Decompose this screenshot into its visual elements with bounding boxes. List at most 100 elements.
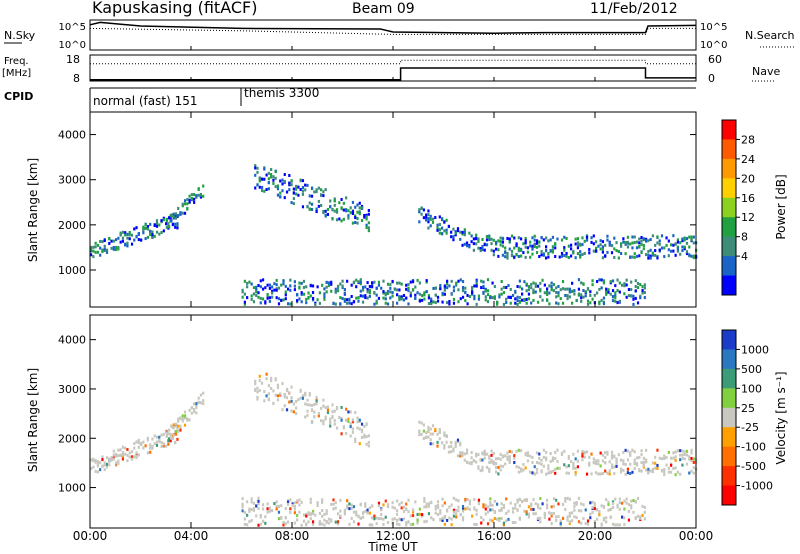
echo-cell bbox=[274, 185, 277, 189]
echo-cell bbox=[317, 199, 320, 203]
echo-cell bbox=[501, 464, 505, 468]
echo-cell bbox=[599, 239, 602, 243]
echo-cell bbox=[600, 523, 603, 527]
echo-cell bbox=[481, 468, 484, 472]
echo-cell bbox=[555, 286, 558, 290]
echo-cell bbox=[174, 429, 178, 433]
echo-cell bbox=[360, 428, 364, 432]
echo-cell bbox=[241, 502, 244, 506]
echo-cell bbox=[581, 243, 584, 247]
echo-cell bbox=[434, 301, 437, 305]
echo-cell bbox=[416, 512, 419, 516]
echo-cell bbox=[153, 442, 156, 446]
echo-cell bbox=[516, 500, 519, 504]
echo-cell bbox=[570, 459, 573, 463]
echo-cell bbox=[311, 520, 315, 524]
echo-cell bbox=[504, 246, 507, 250]
echo-cell bbox=[325, 512, 328, 516]
echo-cell bbox=[592, 234, 595, 238]
echo-cell bbox=[301, 189, 305, 193]
echo-cell bbox=[610, 251, 614, 255]
echo-cell bbox=[575, 516, 578, 520]
echo-cell bbox=[308, 194, 311, 198]
echo-cell bbox=[101, 240, 104, 244]
echo-cell bbox=[640, 469, 643, 473]
echo-cell bbox=[391, 501, 394, 505]
echo-cell bbox=[302, 292, 306, 296]
echo-cell bbox=[96, 243, 100, 247]
echo-cell bbox=[676, 470, 680, 474]
echo-cell bbox=[151, 446, 154, 450]
echo-cell bbox=[126, 232, 129, 236]
echo-cell bbox=[430, 300, 433, 304]
echo-cell bbox=[545, 458, 548, 462]
echo-cell bbox=[342, 217, 345, 221]
echo-cell bbox=[255, 290, 258, 294]
echo-cell bbox=[441, 497, 444, 501]
echo-cell bbox=[345, 432, 348, 436]
y-tick-label: 3000 bbox=[58, 383, 86, 396]
echo-cell bbox=[492, 249, 495, 253]
echo-cell bbox=[676, 249, 680, 253]
echo-cell bbox=[259, 513, 262, 517]
echo-cell bbox=[299, 396, 302, 400]
echo-cell bbox=[679, 472, 682, 476]
echo-cell bbox=[514, 506, 517, 510]
echo-cell bbox=[202, 391, 205, 395]
echo-cell bbox=[301, 179, 305, 183]
echo-cell bbox=[581, 449, 584, 453]
echo-cell bbox=[332, 302, 335, 306]
echo-cell bbox=[621, 283, 624, 287]
echo-cell bbox=[452, 235, 455, 239]
echo-cell bbox=[555, 518, 558, 522]
echo-cell bbox=[373, 517, 376, 521]
echo-cell bbox=[690, 448, 693, 452]
echo-cell bbox=[384, 293, 387, 297]
echo-cell bbox=[276, 184, 280, 188]
echo-cell bbox=[371, 516, 374, 520]
echo-cell bbox=[491, 296, 494, 300]
echo-cell bbox=[310, 202, 314, 206]
echo-cell bbox=[321, 522, 324, 526]
echo-cell bbox=[306, 409, 309, 413]
colorbar-swatch bbox=[722, 388, 736, 409]
echo-cell bbox=[452, 238, 455, 242]
echo-cell bbox=[177, 417, 180, 421]
echo-cell bbox=[258, 179, 261, 183]
echo-cell bbox=[265, 173, 268, 177]
echo-cell bbox=[255, 285, 258, 289]
y-tick-label: 1000 bbox=[58, 264, 86, 277]
echo-cell bbox=[333, 203, 336, 207]
colorbar-swatch bbox=[722, 446, 736, 467]
echo-cell bbox=[683, 245, 686, 249]
echo-cell bbox=[418, 433, 421, 437]
echo-cell bbox=[333, 209, 336, 213]
echo-cell bbox=[382, 291, 385, 295]
echo-cell bbox=[352, 510, 356, 514]
echo-cell bbox=[347, 420, 350, 424]
echo-cell bbox=[421, 298, 424, 302]
echo-cell bbox=[640, 239, 643, 243]
echo-cell bbox=[295, 399, 298, 403]
echo-cell bbox=[679, 241, 682, 245]
echo-cell bbox=[423, 297, 426, 301]
echo-cell bbox=[507, 284, 510, 288]
echo-cell bbox=[651, 467, 655, 471]
echo-cell bbox=[483, 248, 486, 252]
echo-cell bbox=[492, 238, 495, 242]
echo-cell bbox=[459, 278, 462, 282]
echo-cell bbox=[622, 450, 625, 454]
echo-cell bbox=[506, 455, 509, 459]
echo-cell bbox=[534, 284, 537, 288]
echo-cell bbox=[300, 291, 303, 295]
echo-cell bbox=[108, 460, 111, 464]
echo-cell bbox=[452, 447, 455, 451]
echo-cell bbox=[651, 461, 655, 465]
echo-cell bbox=[669, 470, 673, 474]
echo-cell bbox=[255, 293, 258, 297]
echo-cell bbox=[298, 281, 301, 285]
echo-cell bbox=[492, 462, 495, 466]
echo-cell bbox=[634, 285, 637, 289]
echo-cell bbox=[601, 250, 605, 254]
echo-cell bbox=[607, 503, 610, 507]
